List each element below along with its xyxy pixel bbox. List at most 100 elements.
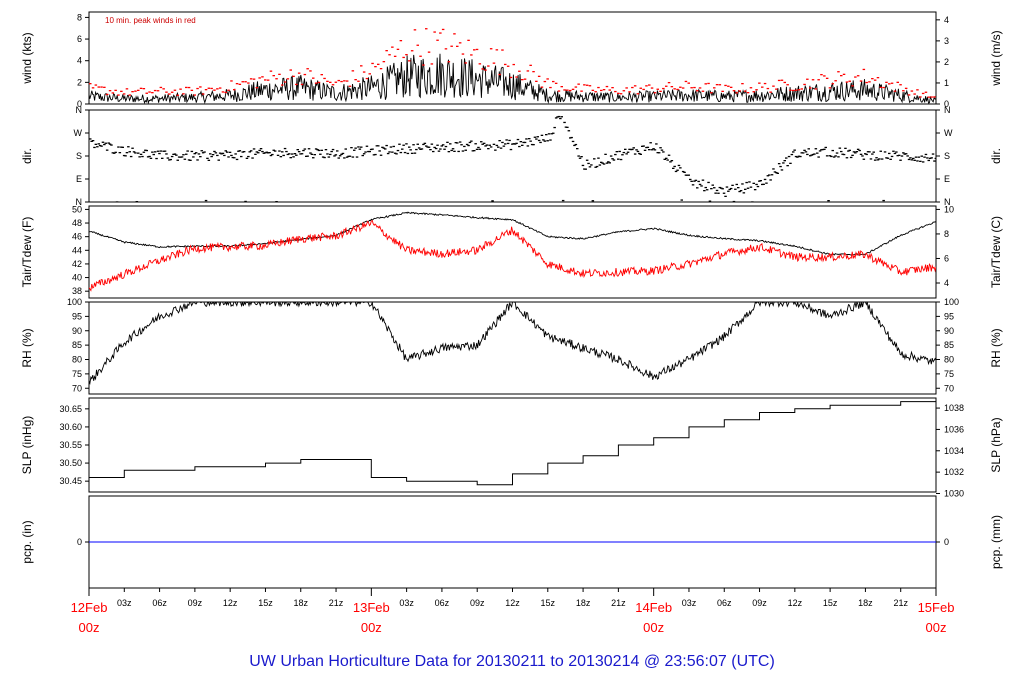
dir-series-0-point <box>539 141 542 144</box>
dir-series-0-point <box>197 153 201 155</box>
dir-series-0-point <box>608 162 611 164</box>
x-tick-label: 09z <box>752 598 767 608</box>
dir-series-0-point <box>856 148 860 150</box>
dir-series-0-point <box>139 153 143 155</box>
dir-right-tick-label: S <box>944 151 950 161</box>
dir-series-0-point <box>871 153 874 155</box>
dir-series-0-point <box>540 134 544 136</box>
dir-series-0-point <box>593 158 596 160</box>
dir-series-0-point <box>283 147 287 150</box>
dir-series-0-point <box>648 149 651 151</box>
wind-series-1-point <box>170 91 174 93</box>
dir-series-0-point <box>570 136 573 139</box>
dir-series-0-point <box>762 183 765 185</box>
dir-series-0-point <box>107 142 110 144</box>
dir-series-0-point <box>491 200 494 202</box>
dir-series-0-point <box>134 152 137 154</box>
dir-series-0-point <box>251 157 254 159</box>
wind-series-1-point <box>600 89 603 92</box>
wind-series-1-point <box>207 87 211 89</box>
dir-series-0-point <box>302 149 305 152</box>
wind-series-1-point <box>447 61 451 63</box>
dir-series-0-point <box>111 152 115 154</box>
dir-series-0-point <box>379 154 383 156</box>
dir-series-0-point <box>323 156 326 159</box>
dir-series-0-point <box>396 149 400 152</box>
dir-series-0-point <box>933 160 936 162</box>
dir-series-0-point <box>211 154 215 156</box>
wind-series-1-point <box>196 87 199 90</box>
dir-ylabel-left: dir. <box>20 148 34 164</box>
dir-series-0-point <box>506 142 510 145</box>
dir-series-0-point <box>635 149 638 151</box>
wind-series-1-point <box>105 93 109 96</box>
wind-series-1-point <box>247 82 250 84</box>
wind-series-1-point <box>377 63 380 65</box>
wind-series-1-point <box>856 75 860 77</box>
dir-series-0-point <box>180 156 184 158</box>
dir-series-0-point <box>137 152 140 154</box>
dir-series-0-point <box>573 144 576 147</box>
dir-series-0-point <box>422 143 425 146</box>
dir-series-0-point <box>269 154 273 157</box>
dir-series-0-point <box>158 152 161 155</box>
dir-series-0-point <box>693 180 696 182</box>
wind-series-1-point <box>809 87 812 89</box>
dir-series-0-point <box>924 153 928 156</box>
dir-series-0-point <box>632 147 635 149</box>
dir-series-0-point <box>409 149 412 151</box>
dir-series-0-point <box>432 150 435 153</box>
dir-series-0-point <box>554 117 558 119</box>
dir-series-0-point <box>475 148 479 150</box>
dir-series-0-point <box>484 145 487 147</box>
wind-series-1-point <box>405 54 408 56</box>
dir-series-0-point <box>303 148 307 150</box>
wind-series-1-point <box>563 89 566 91</box>
wind-series-1-point <box>422 64 425 66</box>
wind-series-1-point <box>902 90 905 92</box>
temp-left-tick-label: 44 <box>72 245 82 255</box>
wind-series-1-point <box>360 65 363 67</box>
dir-series-0-point <box>508 139 511 142</box>
dir-series-0-point <box>179 156 182 158</box>
dir-series-0-point <box>683 171 686 173</box>
wind-series-1-point <box>137 89 140 91</box>
dir-series-0-point <box>193 153 196 155</box>
wind-series-1-point <box>792 89 795 92</box>
wind-series-1-point <box>848 80 851 82</box>
dir-series-0-point <box>889 158 892 160</box>
dir-series-0-point <box>395 153 398 155</box>
wind-series-1-point <box>617 92 620 94</box>
dir-series-0-point <box>440 145 443 147</box>
x-tick-label: 18z <box>576 598 591 608</box>
rh-panel: 70 75 80 85 90 95 100 70 75 80 85 90 95 100 RH (%) RH (… <box>20 297 1003 395</box>
dir-series-0-point <box>930 157 933 159</box>
dir-series-0-point <box>753 189 757 191</box>
pcp-panel: 0 0 pcp. (in) pcp. (mm) <box>20 495 1003 589</box>
wind-series-1-point <box>727 85 730 87</box>
dir-series-0-point <box>173 153 177 155</box>
dir-series-0-point <box>282 154 285 157</box>
temp-right-tick-label: 4 <box>944 278 949 288</box>
wind-left-tick-label: 6 <box>77 34 82 44</box>
dir-series-0-point <box>587 162 590 165</box>
dir-series-0-point <box>399 151 403 154</box>
dir-series-0-point <box>621 154 624 156</box>
dir-series-0-point <box>680 199 683 201</box>
wind-series-1-point <box>904 87 908 89</box>
wind-series-1-point <box>337 79 340 82</box>
dir-series-0-point <box>443 148 446 150</box>
wind-series-1-point <box>334 81 338 83</box>
dir-series-0-point <box>875 157 878 159</box>
dir-series-0-point <box>449 143 452 145</box>
dir-series-0-point <box>917 156 921 158</box>
wind-series-1-point <box>255 87 259 89</box>
dir-series-0-point <box>289 157 292 159</box>
wind-series-1-point <box>456 45 459 47</box>
dir-series-0-point <box>127 146 130 148</box>
dir-series-0-point <box>300 153 304 155</box>
dir-series-0-point <box>886 157 890 159</box>
dir-series-0-point <box>262 152 266 154</box>
dir-series-0-point <box>825 155 829 157</box>
temp-left-tick-label: 42 <box>72 259 82 269</box>
